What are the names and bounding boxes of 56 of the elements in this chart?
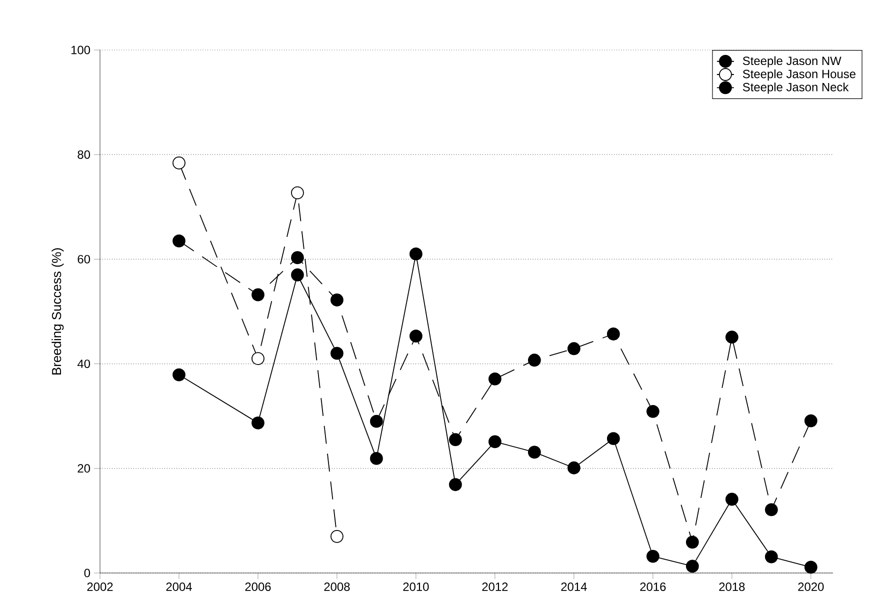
point	[606, 432, 620, 446]
point	[172, 368, 186, 382]
point	[448, 478, 462, 492]
point	[330, 294, 344, 306]
point	[606, 328, 620, 340]
point	[370, 452, 383, 465]
point	[686, 560, 699, 573]
point	[488, 372, 502, 386]
point	[646, 404, 660, 418]
x-tick-label: 2014	[561, 582, 587, 591]
point	[804, 560, 818, 574]
x-tick-label: 2010	[403, 582, 429, 591]
x-tick-label: 2002	[87, 582, 113, 591]
point	[291, 268, 304, 282]
x-tick-label: 2012	[482, 582, 508, 591]
x-tick-label: 2020	[798, 582, 824, 591]
point	[410, 330, 422, 343]
x-tick-label: 2006	[245, 582, 271, 591]
point	[330, 530, 344, 543]
y-axis-title: Breeding Success (%)	[52, 248, 64, 374]
x-tick-label: 2004	[166, 582, 192, 591]
legend-label: Steeple Jason Neck	[742, 82, 849, 94]
point	[725, 492, 738, 506]
x-tick-label: 2018	[719, 582, 745, 591]
y-tick-label: 60	[78, 254, 90, 264]
legend-label: Steeple Jason House	[742, 69, 856, 81]
y-tick-label: 20	[78, 464, 90, 473]
y-tick-label: 100	[71, 46, 90, 54]
point	[686, 536, 699, 549]
point	[764, 550, 778, 564]
point	[291, 186, 304, 200]
point	[528, 354, 541, 367]
x-tick-label: 2016	[640, 582, 666, 591]
point	[528, 446, 541, 459]
y-tick-label: 80	[78, 150, 90, 159]
point	[252, 288, 264, 302]
point	[252, 416, 264, 430]
point	[172, 156, 186, 170]
point	[291, 251, 304, 264]
x-tick-label: 2008	[324, 582, 350, 591]
point	[410, 248, 422, 260]
point	[567, 461, 580, 474]
point	[252, 352, 264, 366]
point	[764, 503, 778, 516]
point	[488, 435, 502, 448]
y-tick-label: 40	[77, 360, 90, 368]
point	[804, 414, 818, 428]
point	[567, 342, 580, 356]
legend-label: Steeple Jason NW	[742, 56, 842, 68]
point	[370, 414, 383, 428]
point	[448, 433, 462, 446]
point	[172, 234, 186, 248]
point	[725, 330, 738, 344]
point	[330, 346, 344, 360]
point	[646, 550, 660, 563]
y-tick-label: 0	[84, 568, 90, 578]
